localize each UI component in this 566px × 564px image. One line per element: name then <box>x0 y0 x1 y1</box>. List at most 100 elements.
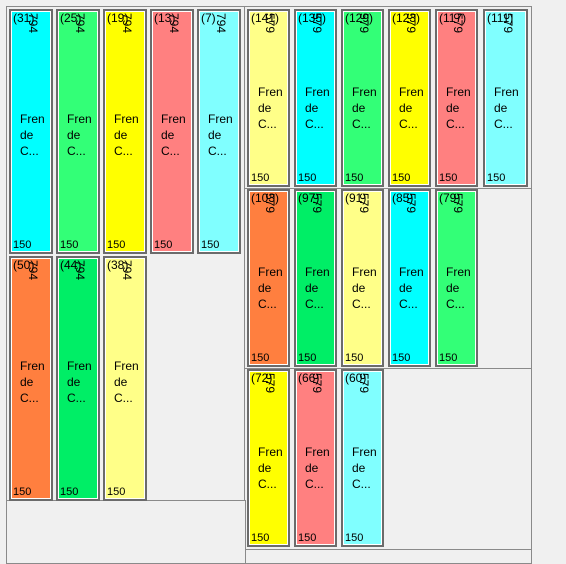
piece-description-line: Fren <box>20 359 45 373</box>
piece-description-line: C... <box>305 117 324 131</box>
piece-width-label: 150 <box>107 486 126 498</box>
piece-id-label: (111) <box>487 11 514 25</box>
piece-description: Fren de C... <box>20 358 51 406</box>
piece-description-line: de <box>161 128 175 142</box>
piece-length-label: 579 <box>263 193 277 214</box>
piece-description: Fren de C... <box>161 111 192 159</box>
piece-description-line: de <box>305 281 319 295</box>
board-panel-right-bottom <box>244 368 532 550</box>
cut-piece[interactable]: (135) 579 Fren de C... 150 <box>294 9 337 187</box>
piece-id-label: (97) <box>298 191 320 205</box>
piece-description-line: de <box>494 101 508 115</box>
piece-width-label: 150 <box>487 172 506 184</box>
piece-description: Fren de C... <box>67 111 98 159</box>
piece-description-line: C... <box>20 144 39 158</box>
piece-description-line: Fren <box>114 112 139 126</box>
piece-id-label: (117) <box>439 11 467 25</box>
piece-description-line: C... <box>305 477 324 491</box>
cut-piece[interactable]: (85) 579 Fren de C... 150 <box>388 189 431 367</box>
piece-description-line: Fren <box>446 265 471 279</box>
piece-length-label: 579 <box>404 193 418 214</box>
piece-id-label: (60) <box>345 371 367 385</box>
cut-piece[interactable]: (31) 794 Fren de C... 150 <box>9 9 53 254</box>
piece-description-line: Fren <box>352 85 377 99</box>
piece-description-line: de <box>446 281 460 295</box>
piece-width-label: 150 <box>345 352 364 364</box>
piece-width-label: 150 <box>60 486 79 498</box>
cut-piece[interactable]: (129) 579 Fren de C... 150 <box>341 9 384 187</box>
cut-piece[interactable]: (66) 579 Fren de C... 150 <box>294 369 337 547</box>
piece-length-label: 579 <box>310 193 324 214</box>
piece-id-label: (13) <box>154 11 176 25</box>
cut-piece[interactable]: (103) 579 Fren de C... 150 <box>247 189 290 367</box>
piece-description: Fren de C... <box>399 264 429 312</box>
piece-width-label: 150 <box>392 352 411 364</box>
piece-width-label: 150 <box>251 172 270 184</box>
piece-description-line: de <box>352 101 366 115</box>
cut-piece[interactable]: (117) 579 Fren de C... 150 <box>435 9 478 187</box>
piece-description-line: C... <box>67 144 86 158</box>
piece-description-line: de <box>258 461 272 475</box>
piece-width-label: 150 <box>13 239 32 251</box>
piece-description-line: Fren <box>114 359 139 373</box>
cut-piece[interactable]: (38) 794 Fren de C... 150 <box>103 256 147 501</box>
piece-description-line: de <box>352 461 366 475</box>
piece-description-line: de <box>20 375 34 389</box>
cut-piece[interactable]: (72) 579 Fren de C... 150 <box>247 369 290 547</box>
cut-piece[interactable]: (79) 579 Fren de C... 150 <box>435 189 478 367</box>
piece-description-line: Fren <box>352 265 377 279</box>
piece-width-label: 150 <box>251 352 270 364</box>
piece-description-line: Fren <box>258 265 283 279</box>
piece-description-line: Fren <box>399 265 424 279</box>
piece-description-line: de <box>67 128 81 142</box>
cut-piece[interactable]: (25) 794 Fren de C... 150 <box>56 9 100 254</box>
piece-length-label: 579 <box>357 193 371 214</box>
piece-length-label: 794 <box>26 13 40 34</box>
piece-description-line: C... <box>446 297 465 311</box>
cut-piece[interactable]: (91) 579 Fren de C... 150 <box>341 189 384 367</box>
piece-width-label: 150 <box>298 172 317 184</box>
piece-width-label: 150 <box>298 352 317 364</box>
piece-width-label: 150 <box>392 172 411 184</box>
piece-description-line: C... <box>114 144 133 158</box>
piece-length-label: 794 <box>26 260 40 281</box>
piece-description: Fren de C... <box>258 84 288 132</box>
piece-description: Fren de C... <box>352 264 382 312</box>
piece-description-line: Fren <box>305 265 330 279</box>
piece-description-line: de <box>305 101 319 115</box>
cut-piece[interactable]: (97) 579 Fren de C... 150 <box>294 189 337 367</box>
piece-description-line: Fren <box>352 445 377 459</box>
piece-description-line: C... <box>258 477 277 491</box>
piece-description-line: C... <box>399 117 418 131</box>
piece-width-label: 150 <box>154 239 173 251</box>
piece-description-line: Fren <box>494 85 519 99</box>
piece-width-label: 150 <box>107 239 126 251</box>
cut-piece[interactable]: (19) 794 Fren de C... 150 <box>103 9 147 254</box>
piece-id-label: (72) <box>251 371 273 385</box>
cut-piece[interactable]: (60) 579 Fren de C... 150 <box>341 369 384 547</box>
piece-length-label: 579 <box>404 13 418 34</box>
piece-description-line: Fren <box>208 112 233 126</box>
piece-description-line: Fren <box>258 445 283 459</box>
cut-piece[interactable]: (44) 794 Fren de C... 150 <box>56 256 100 501</box>
cut-piece[interactable]: (111) 579 Fren de C... 150 <box>483 9 528 187</box>
piece-id-label: (103) <box>251 191 280 205</box>
cut-piece[interactable]: (13) 794 Fren de C... 150 <box>150 9 194 254</box>
piece-description: Fren de C... <box>494 84 526 132</box>
piece-description: Fren de C... <box>446 264 476 312</box>
piece-id-label: (129) <box>345 11 374 25</box>
piece-description-line: de <box>399 101 413 115</box>
piece-width-label: 150 <box>13 486 32 498</box>
cut-piece[interactable]: (50) 794 Fren de C... 150 <box>9 256 53 501</box>
board-panel-left-bottom <box>6 500 246 564</box>
piece-id-label: (25) <box>60 11 82 25</box>
piece-description-line: de <box>67 375 81 389</box>
cut-piece[interactable]: (141) 579 Fren de C... 150 <box>247 9 290 187</box>
piece-id-label: (31) <box>13 11 35 25</box>
piece-description-line: de <box>208 128 222 142</box>
cut-piece[interactable]: (7) 794 Fren de C... 150 <box>197 9 241 254</box>
cut-piece[interactable]: (123) 579 Fren de C... 150 <box>388 9 431 187</box>
piece-width-label: 150 <box>345 172 364 184</box>
piece-description-line: C... <box>161 144 180 158</box>
piece-description-line: de <box>446 101 460 115</box>
